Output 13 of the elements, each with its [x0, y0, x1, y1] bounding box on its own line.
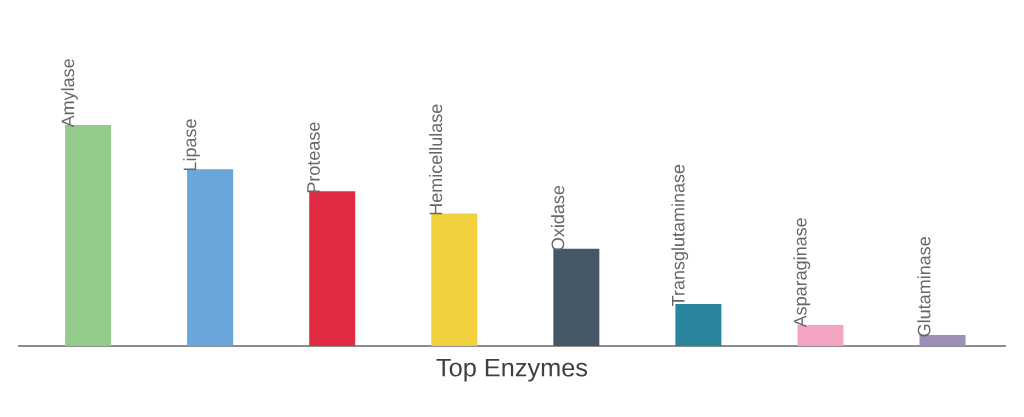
x-tick-label: Glutaminase	[917, 237, 931, 337]
bar	[309, 191, 356, 346]
x-tick-label: Asparaginase	[793, 218, 811, 328]
bar	[187, 169, 234, 346]
x-tick-label: Transglutaminase	[671, 164, 689, 306]
x-tick-label: Protease	[307, 122, 320, 193]
x-tick-label: Oxidase	[551, 185, 565, 251]
x-tick-label: Hemicellulase	[428, 104, 443, 215]
x-tick-label: Lipase	[183, 119, 200, 171]
x-tick-label: Amylase	[61, 59, 78, 128]
bar	[675, 304, 722, 346]
bar	[431, 213, 478, 346]
x-axis-title: Top Enzymes	[436, 358, 588, 382]
